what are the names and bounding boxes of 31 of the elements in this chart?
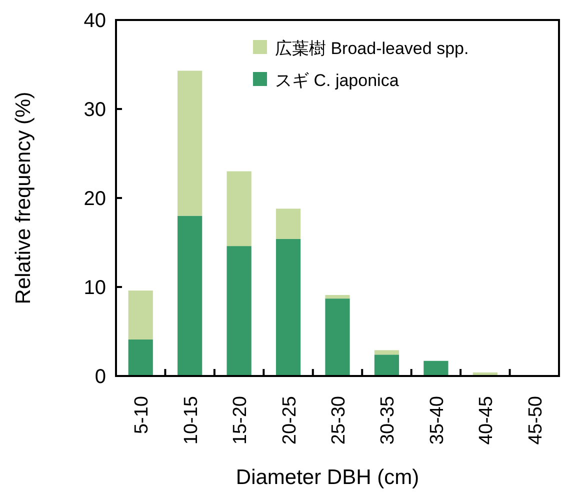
- x-tick-label: 20-25: [279, 396, 300, 445]
- bar: [178, 70, 202, 216]
- legend-label: スギ C. japonica: [275, 71, 400, 90]
- bar: [374, 350, 400, 355]
- x-tick-label: 10-15: [180, 396, 202, 445]
- bar: [276, 238, 301, 376]
- bar: [276, 208, 301, 239]
- x-tick-label: 45-50: [525, 396, 546, 445]
- bar: [325, 298, 350, 376]
- bar: [128, 340, 153, 376]
- y-tick-label: 40: [84, 10, 106, 32]
- y-tick-label: 0: [94, 366, 106, 388]
- y-tick-label: 10: [84, 277, 106, 299]
- x-axis-title: Diameter DBH (cm): [236, 466, 420, 489]
- y-tick-label: 20: [84, 188, 106, 210]
- bar: [325, 295, 350, 299]
- bar: [128, 290, 153, 340]
- bar: [178, 216, 202, 376]
- bar: [424, 360, 448, 376]
- x-tick-label: 15-20: [230, 396, 252, 445]
- y-axis-title: Relative frequency (%): [12, 92, 35, 304]
- x-tick-label: 30-35: [378, 396, 399, 445]
- legend-label: 広葉樹 Broad-leaved spp.: [275, 39, 469, 58]
- x-tick-label: 25-30: [328, 396, 350, 445]
- bar: [226, 246, 252, 376]
- x-tick-label: 40-45: [476, 396, 498, 445]
- x-tick-label: 5-10: [132, 396, 153, 434]
- bar: [374, 354, 400, 376]
- y-tick-label: 30: [84, 99, 106, 121]
- bar: [226, 171, 252, 246]
- x-tick-label: 35-40: [426, 396, 448, 445]
